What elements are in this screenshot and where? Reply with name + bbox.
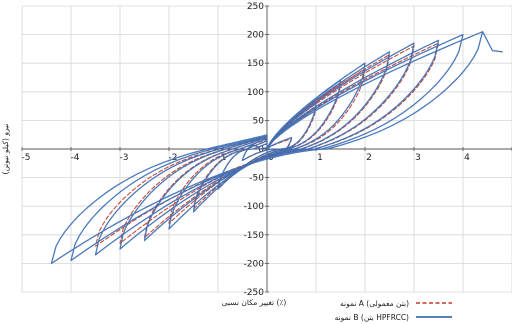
x-tick-label: 2 <box>366 153 372 163</box>
x-tick-label: -1 <box>218 153 227 163</box>
legend-label-a: نمونه A (بتن معمولی) <box>340 299 409 308</box>
series-line-b <box>50 31 503 265</box>
y-tick-label: 250 <box>247 2 264 12</box>
x-tick-label: -2 <box>169 153 178 163</box>
series-b <box>50 31 503 265</box>
y-tick-label: -250 <box>244 288 265 298</box>
y-tick-label: -150 <box>244 231 265 241</box>
legend-label-b: نمونه B (بتن HPFRCC) <box>335 313 409 322</box>
y-tick-label: 0 <box>258 145 264 155</box>
y-tick-label: -100 <box>244 202 265 212</box>
x-tick-label: -4 <box>71 153 80 163</box>
series-layer <box>50 31 503 265</box>
x-axis-label: تغییر مکان نسبی (٪) <box>222 298 287 307</box>
legend: نمونه A (بتن معمولی) نمونه B (بتن HPFRCC… <box>335 299 452 322</box>
y-tick-label: -200 <box>244 259 265 269</box>
x-tick-label: 4 <box>464 153 470 163</box>
y-tick-label: 150 <box>247 59 264 69</box>
y-tick-label: -50 <box>249 174 264 184</box>
y-tick-label: 50 <box>253 116 265 126</box>
x-tick-label: 3 <box>415 153 421 163</box>
x-tick-label: 1 <box>317 153 323 163</box>
y-tick-label: 100 <box>247 88 264 98</box>
y-tick-label: 200 <box>247 31 264 41</box>
x-tick-label: -3 <box>120 153 129 163</box>
x-tick-label: -5 <box>22 153 31 163</box>
y-axis-label: نیرو (کیلو نیوتن) <box>1 124 10 175</box>
